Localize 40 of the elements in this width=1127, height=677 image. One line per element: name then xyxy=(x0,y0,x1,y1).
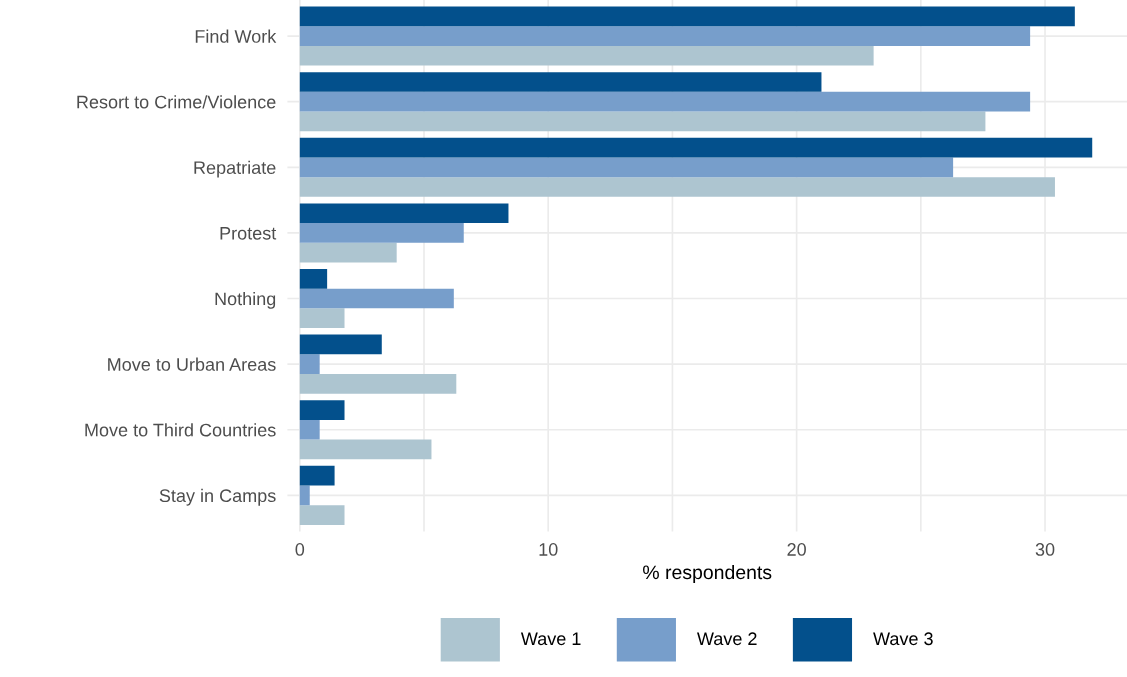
bar xyxy=(299,485,310,506)
bar xyxy=(299,203,509,224)
x-tick-label: 0 xyxy=(295,543,305,556)
bar xyxy=(299,465,335,486)
x-tick-label: 20 xyxy=(787,543,806,556)
x-axis-title: % respondents xyxy=(643,564,772,584)
bar xyxy=(299,400,345,420)
bar xyxy=(299,157,954,178)
legend-label: Wave 3 xyxy=(873,632,933,646)
bar xyxy=(299,373,457,394)
bar xyxy=(299,6,1075,27)
x-tick-label: 30 xyxy=(1035,543,1055,556)
bar xyxy=(299,288,454,309)
x-tick-label: 10 xyxy=(539,543,558,556)
y-tick-label: Protest xyxy=(220,227,277,240)
bar xyxy=(299,308,345,329)
bar xyxy=(299,45,874,66)
bar xyxy=(299,177,1055,197)
bar xyxy=(299,419,320,440)
y-tick-label: Move to Urban Areas xyxy=(108,357,276,371)
bar xyxy=(299,72,822,92)
y-tick-label: Resort to Crime/Violence xyxy=(77,95,276,109)
legend-label: Wave 2 xyxy=(697,632,757,646)
bar xyxy=(299,505,345,525)
bar xyxy=(299,354,320,374)
y-tick-label: Stay in Camps xyxy=(159,488,276,506)
bar xyxy=(299,91,1031,112)
bar xyxy=(299,242,397,263)
bar xyxy=(299,334,382,355)
bar xyxy=(299,439,432,460)
y-tick-label: Repatriate xyxy=(194,160,276,178)
bar xyxy=(299,137,1093,158)
y-tick-label: Move to Third Countries xyxy=(85,423,276,437)
y-tick-label: Find Work xyxy=(195,29,277,43)
bar xyxy=(299,223,464,243)
bar xyxy=(299,111,986,132)
y-tick-label: Nothing xyxy=(215,291,276,309)
bar xyxy=(299,269,328,289)
bar xyxy=(299,26,1031,46)
legend-label: Wave 1 xyxy=(520,632,581,646)
